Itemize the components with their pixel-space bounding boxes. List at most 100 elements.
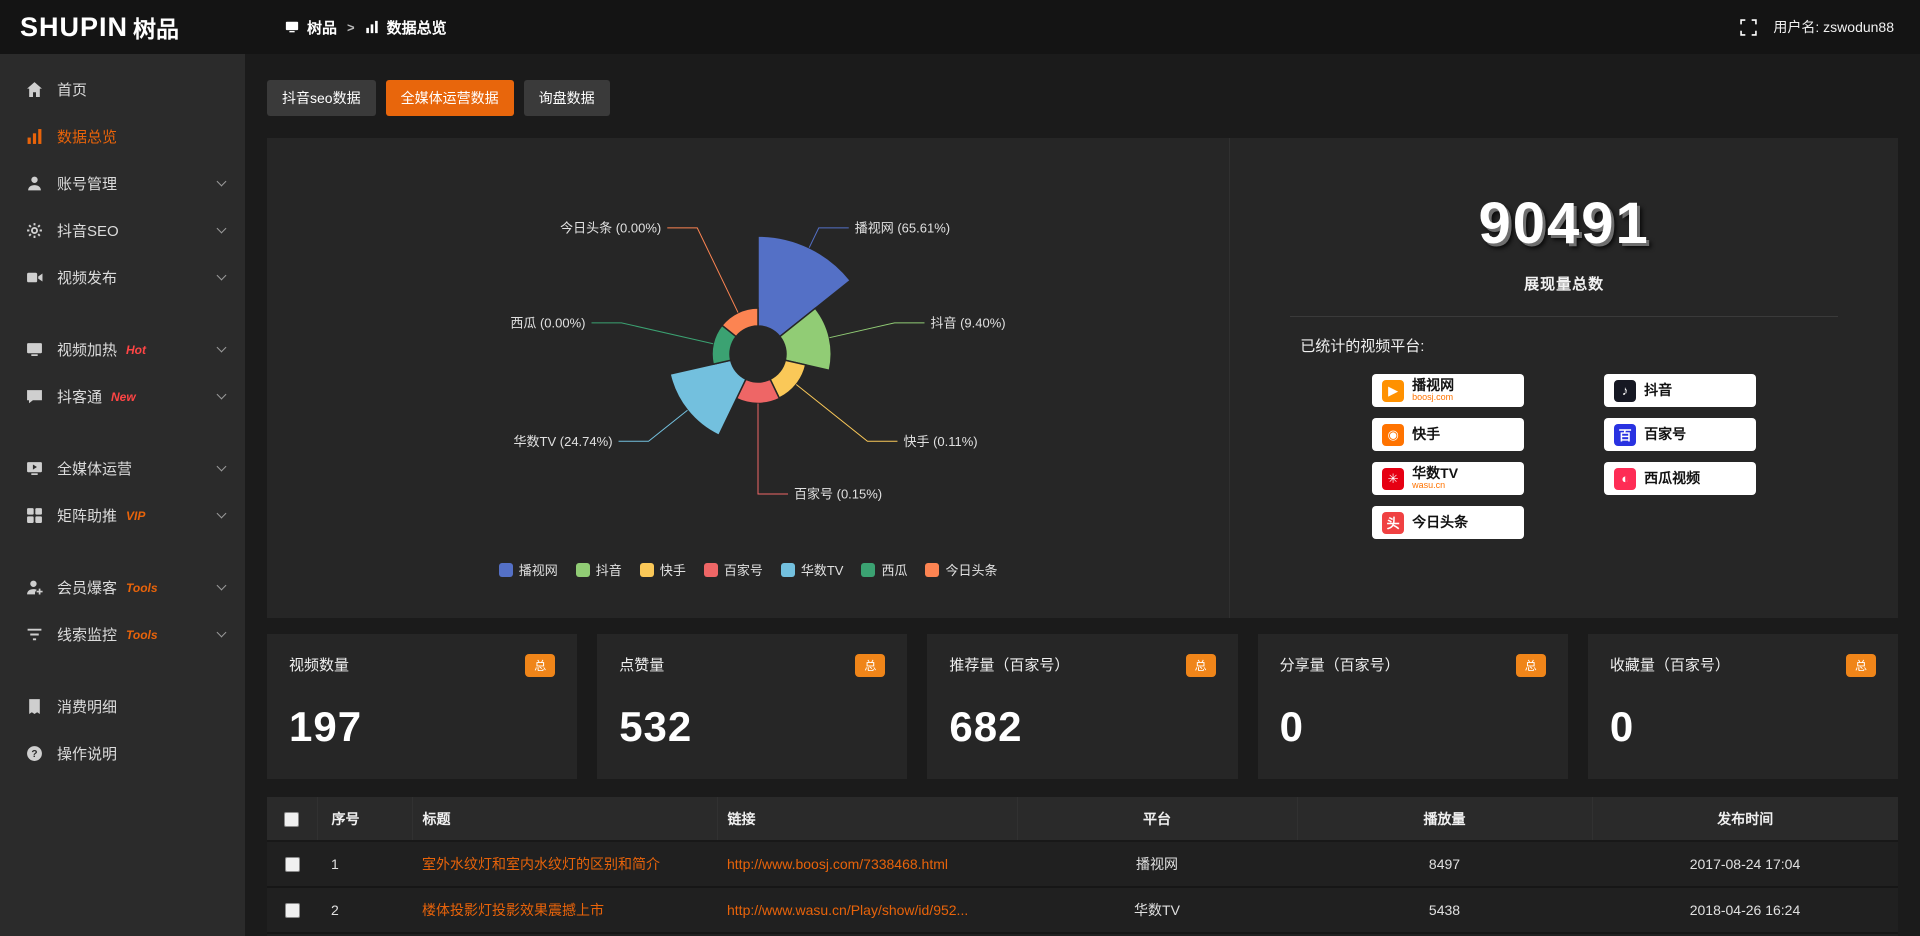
tab-douyin-seo-data[interactable]: 抖音seo数据	[267, 80, 376, 116]
row-checkbox[interactable]	[284, 903, 300, 919]
legend-item-抖音[interactable]: 抖音	[575, 560, 622, 579]
chevron-down-icon	[216, 389, 227, 400]
sidebar-item-home[interactable]: 首页	[0, 66, 245, 113]
stat-card-total-badge[interactable]: 总	[1185, 654, 1216, 677]
legend-item-播视网[interactable]: 播视网	[498, 560, 558, 579]
video-title-link[interactable]: 楼体投影灯投影效果震撼上市	[422, 902, 604, 918]
stat-card-total-badge[interactable]: 总	[1846, 654, 1877, 677]
platform-column: ▶ 播视网 boosj.com ◉ 快手 ✳ 华数TV wasu.cn 头今日头条	[1372, 374, 1525, 550]
sidebar-item-label: 操作说明	[57, 746, 118, 763]
pie-label-line	[829, 322, 925, 339]
sidebar-item-member-burst[interactable]: 会员爆客 Tools	[0, 564, 245, 611]
platforms-title: 已统计的视频平台:	[1300, 338, 1425, 355]
fullscreen-icon[interactable]	[1740, 18, 1758, 36]
platform-logo-icon: ◉	[1382, 423, 1405, 446]
video-url-link[interactable]: http://www.wasu.cn/Play/show/id/952...	[727, 902, 969, 918]
table-row-partial	[267, 933, 1898, 936]
platform-badge-百家号: 百百家号	[1604, 418, 1757, 451]
sidebar-item-clue-monitor[interactable]: 线索监控 Tools	[0, 611, 245, 658]
filter-icon	[24, 626, 44, 643]
legend-item-华数TV[interactable]: 华数TV	[780, 560, 843, 579]
sidebar-item-account-manage[interactable]: 账号管理	[0, 160, 245, 207]
column-header: 链接	[717, 797, 1018, 842]
breadcrumb-app-icon	[285, 20, 299, 34]
legend-label: 西瓜	[881, 563, 908, 578]
legend-label: 百家号	[723, 563, 763, 578]
sidebar-item-label: 账号管理	[57, 176, 118, 193]
sidebar-item-consume-detail[interactable]: 消费明细	[0, 683, 245, 730]
sidebar-item-label: 视频发布	[57, 270, 118, 287]
column-header: 播放量	[1297, 797, 1593, 842]
pie-slice-播视网[interactable]	[757, 235, 852, 338]
sidebar-item-douketong[interactable]: 抖客通 New	[0, 373, 245, 420]
breadcrumb-chart-icon	[365, 20, 379, 34]
sidebar-item-label: 会员爆客	[57, 580, 118, 597]
legend-swatch	[575, 562, 590, 577]
column-header: 发布时间	[1592, 797, 1898, 842]
stat-card-value: 532	[619, 703, 693, 750]
platform-logo-icon: ✳	[1382, 467, 1405, 490]
row-plays: 5438	[1297, 887, 1592, 934]
pie-label: 播视网 (65.61%)	[855, 220, 950, 235]
logo-text-cn: 树品	[133, 16, 180, 42]
sidebar-item-data-overview[interactable]: 数据总览	[0, 113, 245, 160]
platform-name: 百家号	[1644, 426, 1687, 443]
chart-icon	[24, 128, 44, 145]
bill-icon	[24, 698, 44, 715]
legend-swatch	[639, 562, 654, 577]
gear-icon	[24, 222, 44, 239]
logo-text-en: SHUPIN	[20, 11, 129, 42]
stat-card-title: 分享量（百家号）	[1279, 657, 1400, 674]
menu-group-gap	[0, 420, 245, 445]
stat-card-total-badge[interactable]: 总	[855, 654, 886, 677]
pie-slice-今日头条[interactable]	[721, 307, 759, 338]
stat-card-title: 收藏量（百家号）	[1609, 657, 1730, 674]
menu-tag-badge: New	[111, 389, 136, 404]
video-title-link[interactable]: 室外水纹灯和室内水纹灯的区别和简介	[422, 856, 660, 872]
row-time: 2017-08-24 17:04	[1592, 841, 1898, 888]
tab-inquiry-data[interactable]: 询盘数据	[523, 80, 610, 116]
stat-card: 分享量（百家号） 总 0	[1257, 634, 1568, 779]
legend-item-快手[interactable]: 快手	[639, 560, 686, 579]
chart-area: 播视网 (65.61%) 抖音 (9.40%) 快手 (0.11%) 百家号 (0.1…	[267, 138, 1229, 618]
sidebar-item-label: 抖客通	[57, 389, 103, 406]
select-all-checkbox[interactable]	[284, 811, 300, 827]
total-impressions-value: 90491	[1478, 191, 1650, 256]
table-header-row: 序号 标题 链接 平台 播放量 发布时间	[267, 797, 1898, 842]
platform-column: ♪ 抖音百百家号 ◐ 西瓜视频	[1604, 374, 1757, 550]
username-label: 用户名: zswodun88	[1773, 19, 1894, 35]
menu-tag-badge: VIP	[126, 508, 146, 523]
stat-card-total-badge[interactable]: 总	[525, 654, 556, 677]
video-table: 序号 标题 链接 平台 播放量 发布时间 1 室外水纹灯和室内水纹灯的区别和简介 http:/…	[267, 797, 1898, 936]
menu-group-gap	[0, 539, 245, 564]
sidebar-item-label: 全媒体运营	[57, 461, 133, 478]
platform-logo-icon: 百	[1614, 423, 1637, 446]
chevron-down-icon	[216, 627, 227, 638]
row-time: 2018-04-26 16:24	[1592, 887, 1898, 934]
legend-label: 抖音	[595, 563, 622, 578]
legend-item-今日头条[interactable]: 今日头条	[925, 560, 998, 579]
divider	[1290, 316, 1838, 317]
sidebar-item-video-publish[interactable]: 视频发布	[0, 254, 245, 301]
home-icon	[24, 81, 44, 98]
row-checkbox[interactable]	[284, 857, 300, 873]
breadcrumb-root[interactable]: 树品	[307, 19, 338, 37]
sidebar-item-douyin-seo[interactable]: 抖音SEO	[0, 207, 245, 254]
pie-slice-抖音[interactable]	[778, 307, 833, 372]
pie-slice-华数TV[interactable]	[669, 359, 747, 437]
svg-text:?: ?	[31, 749, 37, 760]
legend-item-百家号[interactable]: 百家号	[703, 560, 763, 579]
sidebar-item-label: 矩阵助推	[57, 508, 118, 525]
legend-item-西瓜[interactable]: 西瓜	[861, 560, 907, 579]
sidebar-item-video-heat[interactable]: 视频加热 Hot	[0, 326, 245, 373]
stat-card-total-badge[interactable]: 总	[1515, 654, 1546, 677]
tab-media-operation-data[interactable]: 全媒体运营数据	[385, 80, 514, 116]
sidebar-item-matrix-boost[interactable]: 矩阵助推 VIP	[0, 492, 245, 539]
sidebar-item-media-operation[interactable]: 全媒体运营	[0, 445, 245, 492]
sidebar-item-operation-guide[interactable]: ? 操作说明	[0, 730, 245, 777]
breadcrumb-current: 数据总览	[386, 19, 447, 37]
legend-swatch	[925, 562, 940, 577]
platform-name: 快手	[1412, 426, 1441, 443]
tabs: 抖音seo数据 全媒体运营数据 询盘数据	[267, 80, 1898, 116]
video-url-link[interactable]: http://www.boosj.com/7338468.html	[727, 856, 949, 872]
